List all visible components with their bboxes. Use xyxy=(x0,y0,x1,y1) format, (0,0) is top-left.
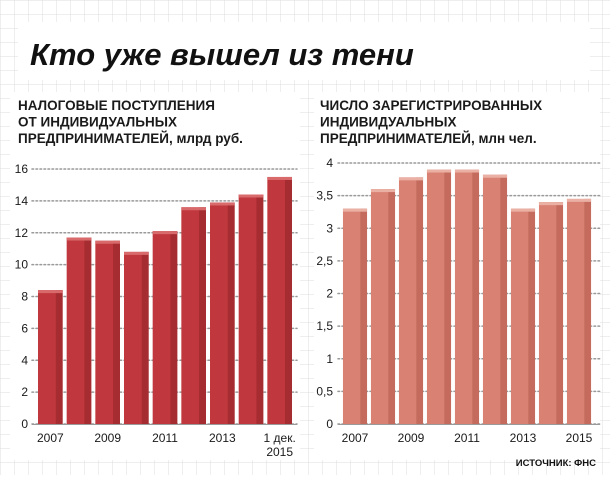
ip-bar-shade xyxy=(388,189,396,424)
entrepreneurs-count-chart: ЧИСЛО ЗАРЕГИСТРИРОВАННЫХ ИНДИВИДУАЛЬНЫХПР… xyxy=(314,92,601,460)
ip-y-tick-label: 3 xyxy=(326,221,333,235)
tax-x-tick-label: 2011 xyxy=(152,431,178,445)
tax-bar-top xyxy=(124,251,149,255)
ip-bar-shade xyxy=(584,198,592,424)
ip-bar-top xyxy=(342,208,368,212)
tax-y-tick-label: 14 xyxy=(15,194,29,208)
tax-bar-top xyxy=(267,176,292,180)
ip-chart-title-line: ЧИСЛО ЗАРЕГИСТРИРОВАННЫХ xyxy=(320,98,542,113)
ip-bar-top xyxy=(454,169,480,173)
tax-bar-top xyxy=(66,237,92,241)
ip-y-tick-label: 0,5 xyxy=(316,384,333,398)
tax-x-tick-label: 2009 xyxy=(94,431,121,445)
ip-bar-shade xyxy=(472,169,480,424)
ip-bar-shade xyxy=(360,208,368,424)
tax-x-tick-label: 2013 xyxy=(209,431,236,445)
ip-x-tick-label: 2011 xyxy=(454,431,480,445)
tax-bar-shade xyxy=(55,290,63,424)
tax-bar-shade xyxy=(199,207,206,424)
tax-revenue-chart: НАЛОГОВЫЕ ПОСТУПЛЕНИЯ ОТ ИНДИВИДУАЛЬНЫХПР… xyxy=(10,92,300,460)
page-title: Кто уже вышел из тени xyxy=(30,37,414,72)
tax-chart-title-line: ОТ ИНДИВИДУАЛЬНЫХ xyxy=(18,115,177,130)
tax-bar-shade xyxy=(227,202,235,424)
ip-bar-top xyxy=(370,189,396,193)
tax-bar-shade xyxy=(285,176,292,424)
ip-y-tick-label: 1 xyxy=(326,352,333,366)
ip-bar-top xyxy=(510,208,536,212)
tax-y-tick-label: 0 xyxy=(21,417,28,431)
tax-bar-top xyxy=(210,202,235,206)
tax-x-tick-label: 2007 xyxy=(37,431,64,445)
ip-y-tick-label: 2,5 xyxy=(316,254,333,268)
tax-chart-title-line: НАЛОГОВЫЕ ПОСТУПЛЕНИЯ xyxy=(18,98,215,113)
ip-y-tick-label: 3,5 xyxy=(316,189,333,203)
ip-bar-shade xyxy=(444,169,452,424)
tax-bar-top xyxy=(38,290,63,294)
source-note: ИСТОЧНИК: ФНС xyxy=(516,458,596,469)
ip-x-tick-label: 2013 xyxy=(510,431,537,445)
tax-bar-shade xyxy=(84,237,92,424)
ip-bar-top xyxy=(426,169,452,173)
tax-chart-title-line: ПРЕДПРИНИМАТЕЛЕЙ, млрд руб. xyxy=(18,131,243,146)
ip-chart-title-line: ИНДИВИДУАЛЬНЫХ xyxy=(320,115,456,130)
tax-y-tick-label: 16 xyxy=(15,162,29,176)
ip-y-tick-label: 4 xyxy=(326,156,333,170)
tax-bar-shade xyxy=(113,240,120,424)
tax-y-tick-label: 4 xyxy=(21,353,28,367)
ip-bar-shade xyxy=(500,174,508,424)
tax-bar-shade xyxy=(170,231,178,424)
tax-bar-top xyxy=(238,194,264,198)
tax-y-tick-label: 8 xyxy=(21,290,28,304)
ip-y-tick-label: 1,5 xyxy=(316,319,333,333)
ip-bar-top xyxy=(566,198,592,202)
tax-y-tick-label: 2 xyxy=(21,385,28,399)
ip-bar-top xyxy=(538,202,564,206)
ip-y-tick-label: 0 xyxy=(326,417,333,431)
tax-bar-shade xyxy=(256,194,264,424)
tax-y-tick-label: 10 xyxy=(15,258,29,272)
ip-bar-shade xyxy=(556,202,564,424)
ip-bar-top xyxy=(482,174,508,178)
ip-bar-shade xyxy=(416,177,424,424)
ip-bar-top xyxy=(398,177,424,181)
ip-x-tick-label: 2015 xyxy=(566,431,593,445)
ip-x-tick-label: 2007 xyxy=(342,431,369,445)
tax-x-tick-label: 1 дек. 2015 xyxy=(264,431,296,459)
tax-y-tick-label: 6 xyxy=(21,321,28,335)
title-box xyxy=(18,22,590,80)
ip-bar-shade xyxy=(528,208,536,424)
tax-bar-top xyxy=(95,240,120,244)
ip-x-tick-label: 2009 xyxy=(398,431,425,445)
ip-y-tick-label: 2 xyxy=(326,287,333,301)
tax-y-tick-label: 12 xyxy=(15,226,29,240)
tax-bar-shade xyxy=(141,251,149,424)
ip-chart-title-line: ПРЕДПРИНИМАТЕЛЕЙ, млн чел. xyxy=(320,131,537,146)
tax-bar-top xyxy=(152,231,178,235)
tax-bar-top xyxy=(181,207,206,211)
